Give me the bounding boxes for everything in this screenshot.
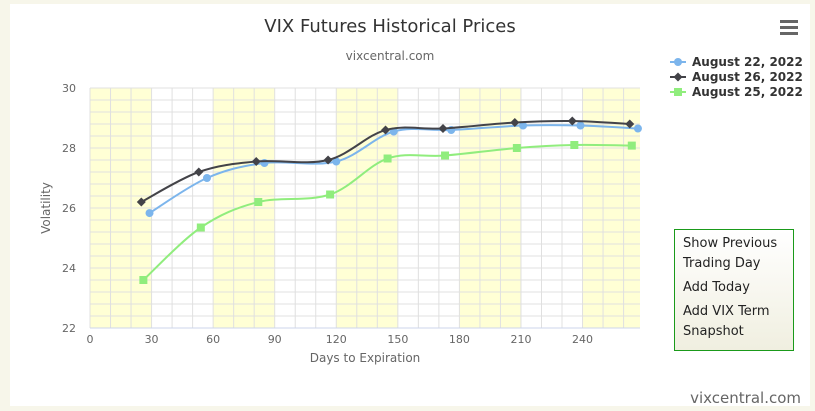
data-point — [194, 167, 204, 177]
data-point — [633, 124, 642, 133]
hamburger-icon[interactable] — [780, 20, 798, 36]
data-point — [196, 223, 205, 232]
add-today-button[interactable]: Add Today — [683, 280, 750, 295]
data-point — [512, 144, 521, 152]
y-axis-title: Volatility — [39, 182, 53, 234]
data-point — [441, 151, 450, 160]
data-point — [383, 154, 392, 163]
x-tick-label: 150 — [387, 333, 408, 346]
x-tick-label: 120 — [326, 333, 347, 346]
add-vix-term-snapshot-button[interactable]: Add VIX Term Snapshot — [683, 304, 770, 339]
legend-marker — [674, 88, 682, 96]
x-tick-label: 180 — [449, 333, 470, 346]
data-point — [323, 155, 333, 165]
chart-subtitle: vixcentral.com — [346, 49, 435, 63]
y-tick-label: 28 — [62, 142, 76, 155]
legend-item: August 25, 2022 — [692, 85, 803, 99]
data-point — [519, 121, 528, 130]
y-tick-label: 22 — [62, 322, 76, 335]
chart-title: VIX Futures Historical Prices — [264, 16, 515, 37]
x-tick-label: 240 — [572, 333, 593, 346]
legend-marker — [674, 58, 682, 66]
legend-marker — [673, 72, 683, 82]
data-point — [438, 124, 448, 133]
x-tick-label: 30 — [145, 333, 159, 346]
x-tick-label: 90 — [268, 333, 282, 346]
data-point — [332, 157, 341, 166]
data-point — [567, 116, 577, 126]
data-point — [625, 119, 635, 129]
data-point — [139, 276, 148, 284]
data-point — [136, 197, 146, 207]
data-point — [570, 141, 579, 149]
data-point — [627, 141, 636, 150]
x-tick-label: 0 — [87, 333, 94, 346]
button-panel: Show Previous Trading Day Add Today Add … — [674, 229, 794, 351]
data-point — [145, 209, 154, 218]
y-tick-label: 26 — [62, 202, 76, 215]
data-point — [251, 157, 261, 166]
data-point — [510, 118, 520, 127]
credit-text: vixcentral.com — [690, 389, 801, 407]
x-tick-label: 210 — [510, 333, 531, 346]
data-point — [381, 125, 391, 135]
x-axis-title: Days to Expiration — [310, 351, 421, 365]
data-point — [254, 198, 263, 206]
y-tick-label: 24 — [62, 262, 76, 275]
legend-item: August 26, 2022 — [692, 70, 803, 84]
x-tick-label: 60 — [206, 333, 220, 346]
data-point — [326, 190, 335, 199]
data-point — [202, 174, 211, 182]
legend-item: August 22, 2022 — [692, 55, 803, 69]
show-previous-trading-day-button[interactable]: Show Previous Trading Day — [683, 236, 778, 271]
y-tick-label: 30 — [62, 82, 76, 95]
data-point — [576, 121, 585, 130]
